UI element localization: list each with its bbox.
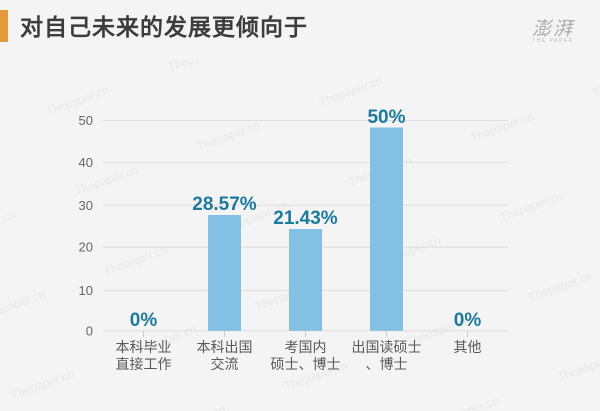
svg-text:0: 0 [86,323,93,338]
svg-text:40: 40 [79,155,93,170]
svg-text:0%: 0% [130,310,158,331]
svg-text:21.43%: 21.43% [273,208,338,229]
svg-text:考国内: 考国内 [285,339,327,355]
svg-text:50: 50 [79,113,93,128]
svg-text:硕士、博士: 硕士、博士 [271,356,341,372]
svg-text:直接工作: 直接工作 [116,356,172,372]
svg-text:交流: 交流 [211,356,239,372]
svg-text:本科毕业: 本科毕业 [116,339,172,355]
svg-text:10: 10 [79,283,93,298]
svg-text:、博士: 、博士 [366,356,408,372]
svg-text:本科出国: 本科出国 [197,339,253,355]
svg-text:出国读硕士: 出国读硕士 [352,339,422,355]
svg-text:20: 20 [79,240,93,255]
svg-text:0%: 0% [454,310,482,331]
svg-text:其他: 其他 [454,339,482,355]
svg-text:30: 30 [79,198,93,213]
svg-text:28.57%: 28.57% [192,194,257,215]
svg-text:50%: 50% [367,107,405,128]
